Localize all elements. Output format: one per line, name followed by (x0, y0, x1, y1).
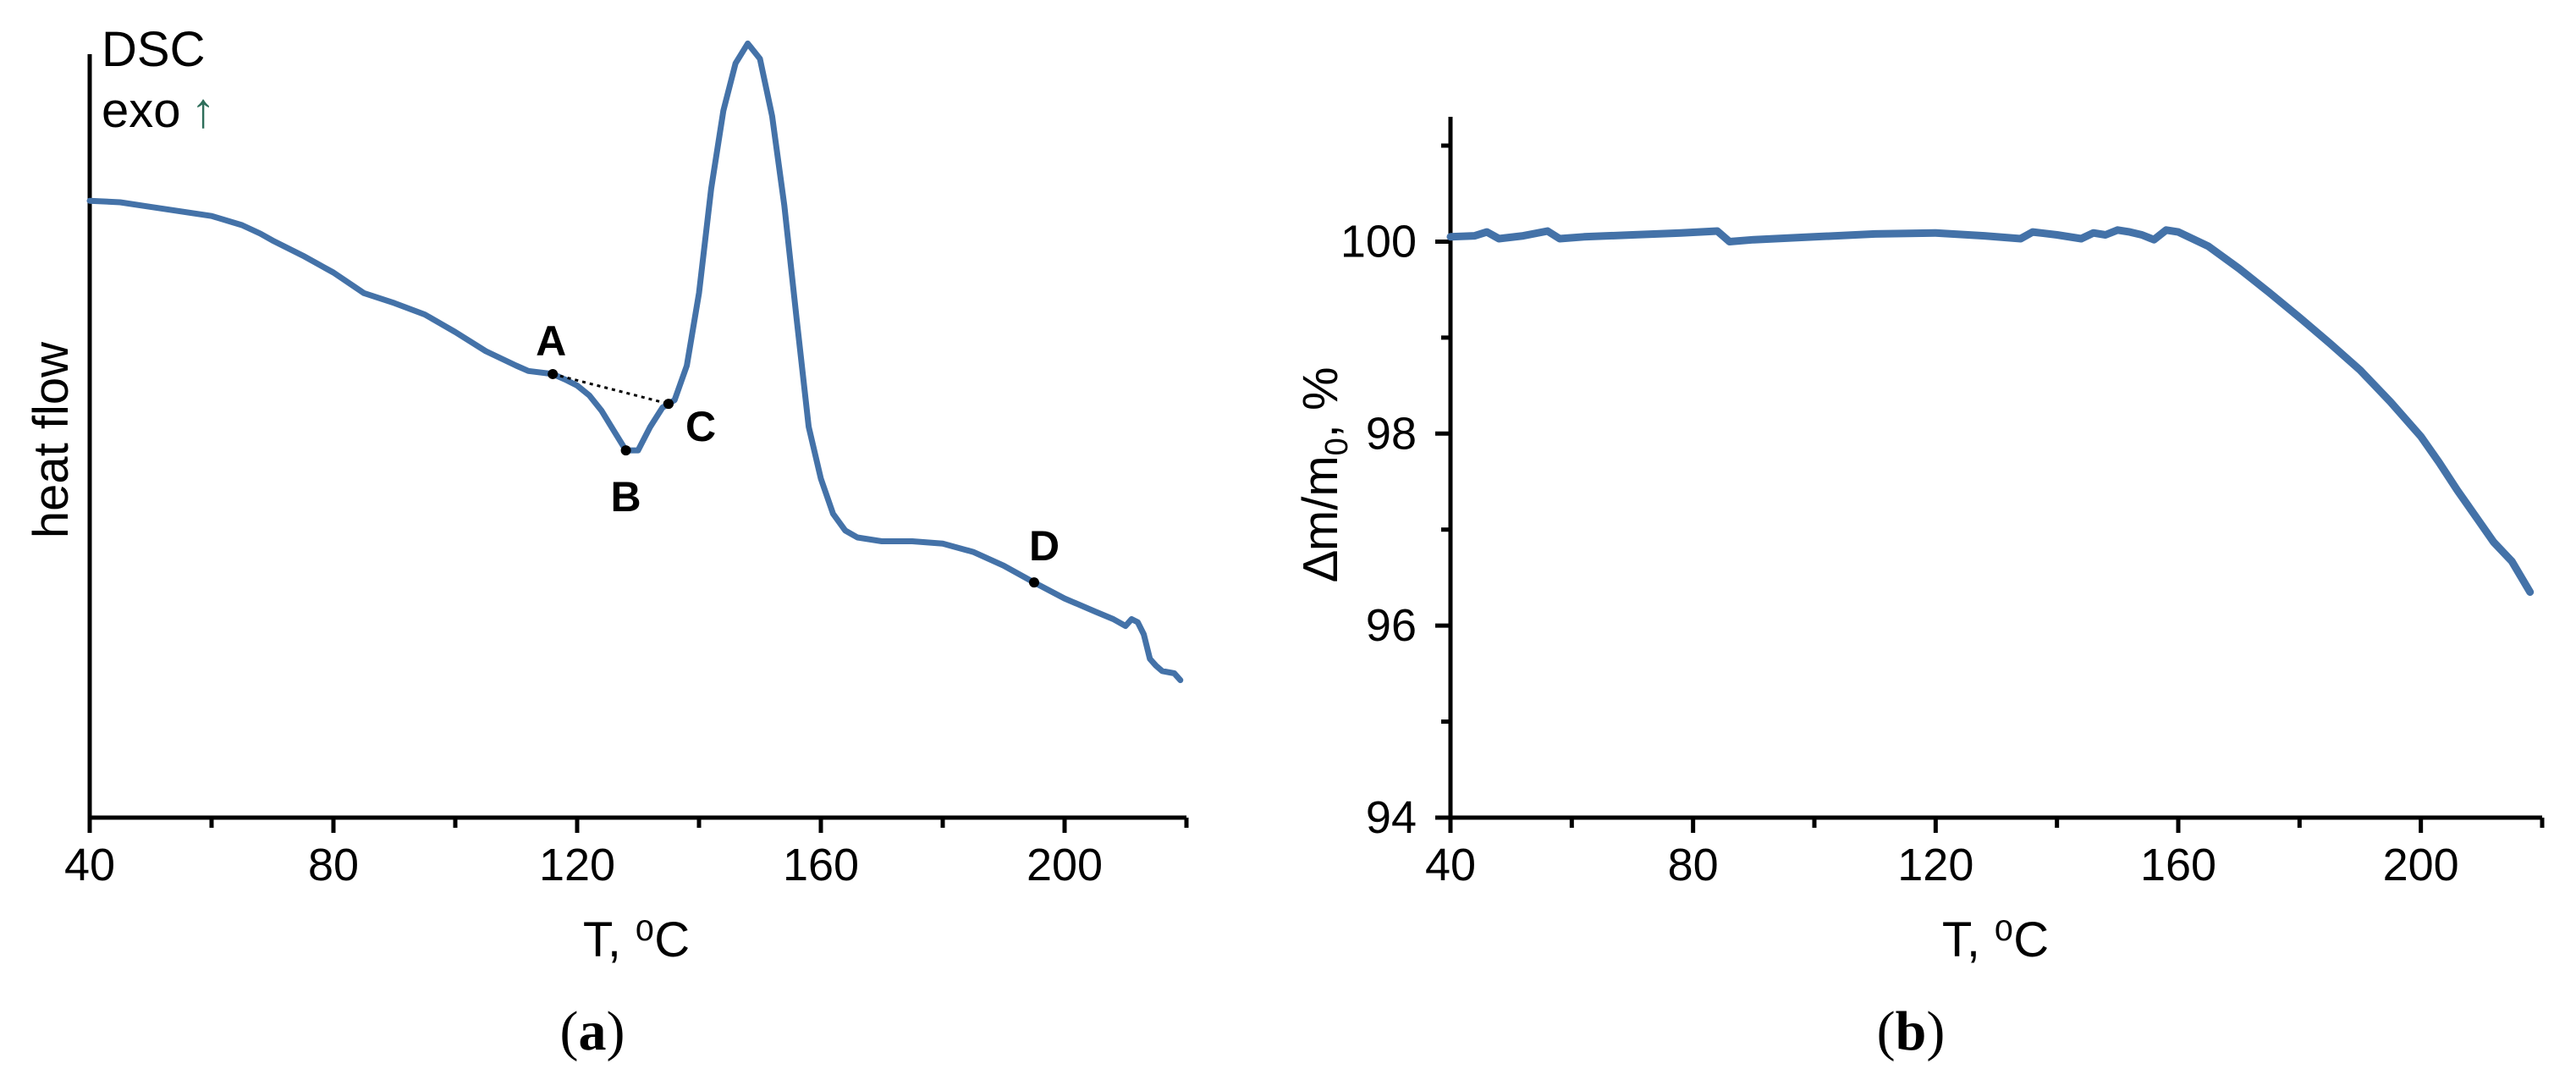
chart-a-y-label: heat flow (24, 341, 79, 538)
chart-b-y-label-sub: 0 (1319, 438, 1355, 455)
chart-b-series-line (1446, 226, 2535, 596)
chart-a-corner-label-dsc: DSC (102, 22, 205, 77)
chart-a-x-tick-label: 80 (308, 840, 359, 890)
baseline-a-c (552, 372, 669, 405)
chart-b-x-tick-label: 160 (2140, 840, 2216, 890)
point-b-label: B (611, 473, 641, 521)
chart-b-y-label: ∆m/m0, % (1293, 366, 1355, 581)
point-a-label: A (536, 317, 566, 365)
chart-b-y-tick-label: 98 (1366, 408, 1417, 459)
chart-b-x-tick-label: 40 (1425, 840, 1476, 890)
chart-b-y-label-prefix: ∆m/m (1293, 455, 1348, 581)
chart-b-x-tick-label: 120 (1897, 840, 1973, 890)
chart-a-x-tick-label: 40 (64, 840, 115, 890)
point-a-marker (548, 368, 559, 379)
point-b-marker (620, 445, 631, 456)
chart-b-y-tick-label: 96 (1366, 600, 1417, 651)
chart-a-x-tick-label: 120 (539, 840, 615, 890)
chart-a-series-line (86, 40, 1184, 684)
chart-b-panel-letter: b (1896, 1000, 1927, 1062)
chart-b-y-label-suffix: , % (1293, 366, 1348, 438)
chart-a-dsc: DSC exo ↑ heat flow T, ⁰C 40 80 120 160 200 A… (24, 22, 1189, 1062)
chart-a-x-tick-label: 160 (783, 840, 859, 890)
chart-a-x-label: T, ⁰C (583, 912, 690, 967)
chart-b-panel-label: (b) (1877, 1000, 1946, 1062)
point-d-label: D (1029, 522, 1060, 570)
chart-a-panel-letter: a (579, 1000, 607, 1062)
point-c-marker (663, 399, 674, 410)
point-c-label: C (685, 403, 716, 450)
point-d-marker (1029, 577, 1039, 588)
chart-b-x-label: T, ⁰C (1942, 912, 2049, 967)
exo-arrow-icon: ↑ (191, 83, 216, 138)
chart-b-y-tick-label: 94 (1366, 792, 1417, 843)
chart-b-y-tick-label: 100 (1340, 216, 1417, 267)
chart-a-panel-label: (a) (560, 1000, 625, 1062)
chart-b-tga: ∆m/m0, % T, ⁰C 40 80 120 160 200 94 96 98 100 (b… (1293, 117, 2545, 1062)
chart-b-x-tick-label: 80 (1668, 840, 1719, 890)
chart-a-corner-label-exo-text: exo (102, 83, 181, 138)
chart-b-x-tick-label: 200 (2383, 840, 2459, 890)
chart-a-corner-label-exo: exo ↑ (102, 83, 216, 138)
chart-a-x-tick-label: 200 (1027, 840, 1103, 890)
